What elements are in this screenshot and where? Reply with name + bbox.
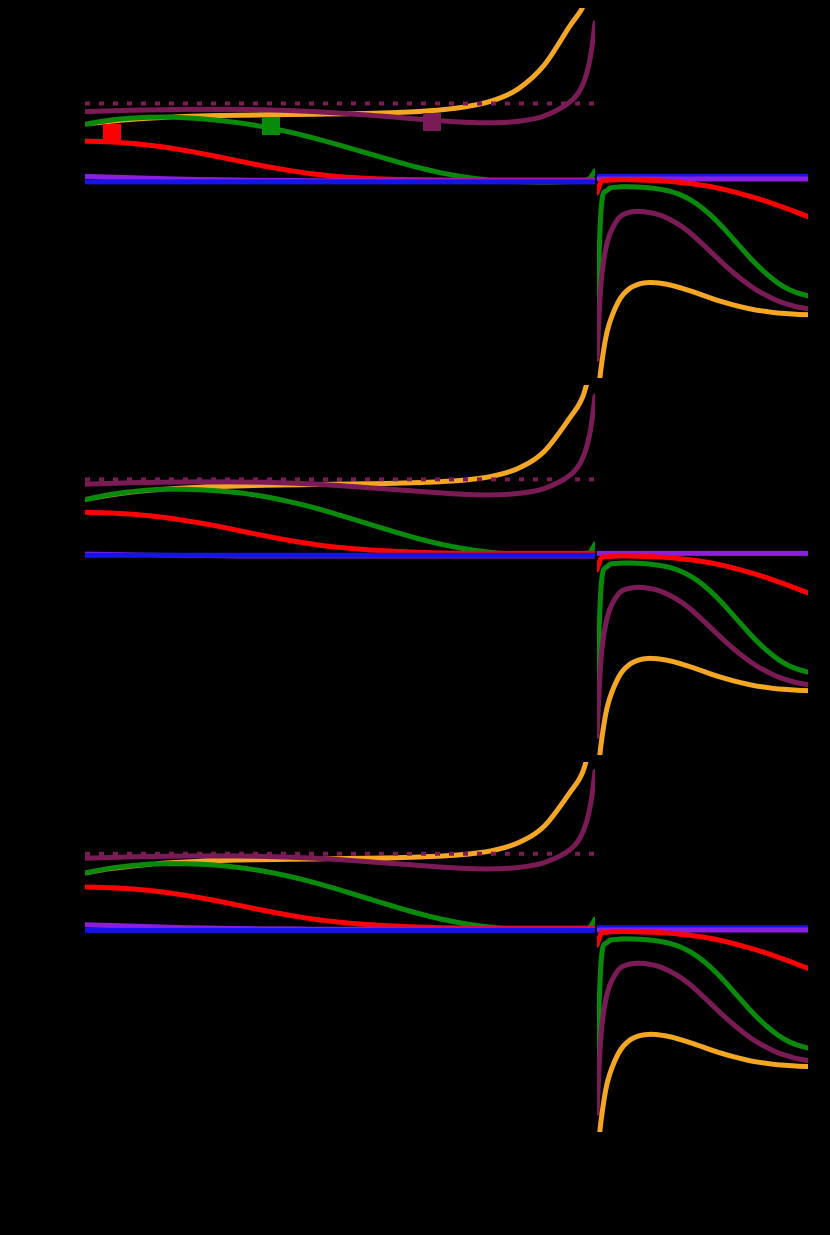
row2-left-panel[interactable]	[85, 385, 595, 755]
plot-row-2	[0, 385, 830, 755]
orange-curve[interactable]	[597, 280, 808, 378]
maroon-curve[interactable]	[85, 393, 595, 498]
row1-left-panel[interactable]	[85, 8, 595, 378]
purple-square-marker[interactable]	[423, 113, 441, 131]
green-square-marker[interactable]	[262, 117, 280, 135]
green-curve[interactable]	[597, 184, 808, 322]
plot-row-3	[0, 762, 830, 1132]
red-curve[interactable]	[597, 928, 808, 971]
maroon-curve[interactable]	[597, 208, 808, 362]
panel-background	[85, 8, 595, 378]
green-curve[interactable]	[597, 560, 808, 699]
row1-right-panel[interactable]	[597, 8, 808, 378]
red-curve[interactable]	[597, 553, 808, 596]
maroon-curve[interactable]	[85, 20, 595, 126]
panel-background	[597, 8, 808, 378]
panel-background	[85, 385, 595, 755]
maroon-curve[interactable]	[85, 768, 595, 872]
maroon-curve[interactable]	[597, 960, 808, 1116]
panel-background	[597, 385, 808, 755]
row3-left-panel[interactable]	[85, 762, 595, 1132]
panel-background	[597, 762, 808, 1132]
plot-row-1	[0, 8, 830, 378]
orange-curve[interactable]	[597, 1031, 808, 1132]
red-curve[interactable]	[597, 177, 808, 220]
maroon-curve[interactable]	[597, 584, 808, 739]
green-curve[interactable]	[597, 936, 808, 1074]
row2-right-panel[interactable]	[597, 385, 808, 755]
orange-curve[interactable]	[597, 655, 808, 755]
panel-background	[85, 762, 595, 1132]
red-square-marker[interactable]	[103, 124, 121, 142]
row3-right-panel[interactable]	[597, 762, 808, 1132]
